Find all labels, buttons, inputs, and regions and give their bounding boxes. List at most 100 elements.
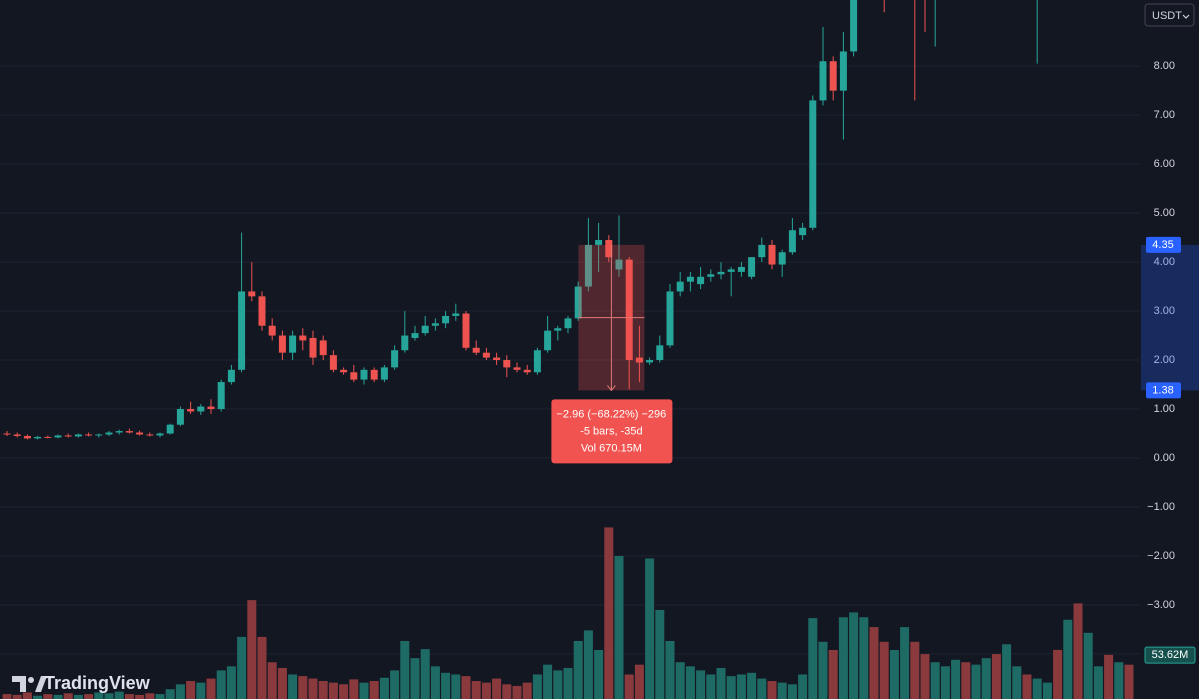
volume-bar xyxy=(73,694,83,699)
y-tick-label: 7.00 xyxy=(1154,109,1175,121)
candle-body xyxy=(462,313,470,348)
candle-body xyxy=(34,436,42,439)
volume-bar xyxy=(634,664,644,699)
candle-body xyxy=(544,330,552,351)
y-tick-label: −2.00 xyxy=(1147,550,1175,562)
volume-bar xyxy=(206,678,216,699)
candle-body xyxy=(136,432,144,435)
candle-body xyxy=(350,372,358,380)
candle-body xyxy=(309,337,317,358)
volume-bar xyxy=(420,649,430,699)
chevron[interactable] xyxy=(1182,14,1190,19)
volume-bar xyxy=(328,682,338,699)
candle-body xyxy=(472,347,480,353)
price-tag xyxy=(1146,236,1181,253)
candle-body xyxy=(768,244,776,265)
axis-range xyxy=(1141,244,1199,391)
volume-bar xyxy=(614,556,624,699)
candle-body xyxy=(329,355,337,370)
volume-bar xyxy=(828,649,838,699)
volume-bar xyxy=(104,693,114,699)
volume-bar xyxy=(145,693,155,699)
volume-bar xyxy=(747,672,757,699)
volume-bar xyxy=(216,670,226,699)
candle-body xyxy=(819,61,827,101)
measure-text: Vol 670.15M xyxy=(581,442,642,454)
volume-bar xyxy=(94,692,104,699)
candle-body xyxy=(676,281,684,292)
candle-body xyxy=(54,435,62,438)
volume-bar xyxy=(196,682,206,699)
candle-body xyxy=(666,291,674,346)
logo-dot xyxy=(28,677,34,683)
volume-bar xyxy=(124,694,134,699)
candle-body xyxy=(238,291,246,370)
volume-bar xyxy=(573,640,583,699)
candle-body xyxy=(503,360,511,368)
volume-bar xyxy=(838,617,848,699)
volume-bar xyxy=(532,674,542,699)
volume-bar xyxy=(1053,649,1063,699)
volume-bar xyxy=(318,681,328,699)
volume-bar xyxy=(757,678,767,699)
volume-bar xyxy=(247,600,257,699)
volume-tag-label: 53.62M xyxy=(1152,649,1189,661)
logo-icon xyxy=(12,676,26,692)
candle-body xyxy=(74,434,82,437)
volume-bar xyxy=(481,682,491,699)
candle-body xyxy=(697,276,705,285)
volume-bar xyxy=(512,685,522,699)
volume-bar xyxy=(777,682,787,699)
candle-body xyxy=(380,367,388,380)
volume-bar xyxy=(543,664,553,699)
volume-bar xyxy=(981,658,991,699)
candle-body xyxy=(289,335,297,353)
y-tick-label: 8.00 xyxy=(1154,60,1175,72)
candle-body xyxy=(574,286,582,319)
volume-bar xyxy=(277,667,287,699)
volume-bar xyxy=(114,691,124,699)
brand: TradingView xyxy=(44,673,151,693)
candle-body xyxy=(493,357,501,361)
volume-bar xyxy=(492,678,502,699)
volume-bar xyxy=(471,681,481,699)
volume-bar xyxy=(1022,674,1032,699)
usdt-button[interactable]: USDT xyxy=(1144,3,1195,27)
volume-bar xyxy=(910,641,920,699)
candle-body xyxy=(166,424,174,434)
candle-body xyxy=(85,434,93,436)
volume-bar xyxy=(390,670,400,699)
currency[interactable]: USDT xyxy=(1152,10,1182,22)
candle-body xyxy=(360,369,368,380)
candle-body xyxy=(482,352,490,358)
volume-bar xyxy=(1063,619,1073,699)
candle-body xyxy=(605,240,613,258)
volume-bar xyxy=(787,684,797,699)
volume-bar xyxy=(920,654,930,699)
candle-body xyxy=(217,382,225,410)
candle-body xyxy=(442,315,450,324)
candle-body xyxy=(176,409,184,425)
volume-bar xyxy=(940,666,950,699)
volume-bar xyxy=(410,658,420,699)
candle-body xyxy=(686,276,694,282)
candle-body xyxy=(707,274,715,277)
candle-body xyxy=(278,335,286,353)
volume-bar xyxy=(165,689,175,699)
candle-body xyxy=(452,313,460,316)
candle-body xyxy=(533,350,541,373)
button-frame[interactable] xyxy=(1144,3,1195,27)
volume-bar xyxy=(298,676,308,699)
volume-bar xyxy=(379,677,389,699)
candle-body xyxy=(319,340,327,356)
volume-bar xyxy=(84,694,94,699)
volume-bar xyxy=(1114,662,1124,699)
volume-bar xyxy=(502,684,512,699)
volume-bar xyxy=(349,679,359,699)
candle-body xyxy=(299,335,307,341)
candle-body xyxy=(758,244,766,258)
volume-bar xyxy=(237,636,247,699)
volume-bar xyxy=(736,674,746,699)
volume-bar xyxy=(155,694,165,699)
